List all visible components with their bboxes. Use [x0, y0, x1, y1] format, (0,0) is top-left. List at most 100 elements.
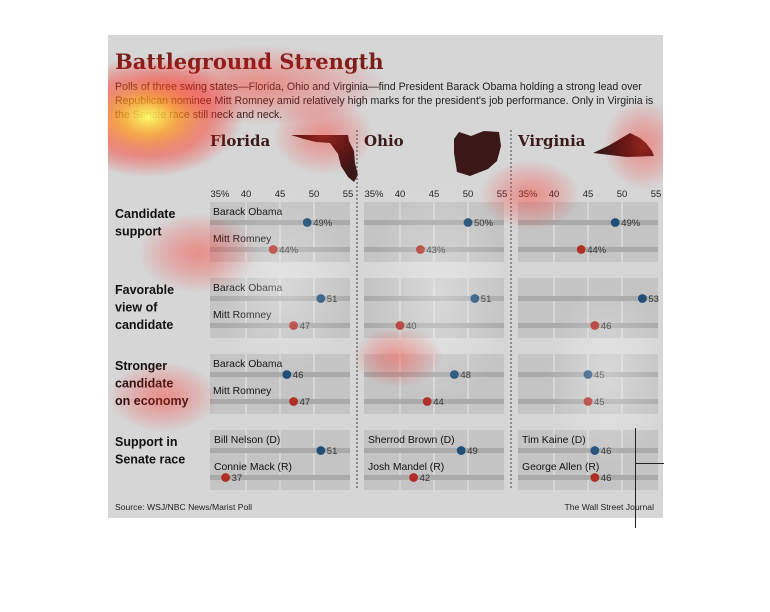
rep-dot	[422, 397, 432, 406]
tick-label: 40	[241, 189, 252, 200]
data-label: 51	[481, 294, 492, 305]
rep-dot	[590, 473, 600, 482]
rep-dot	[576, 245, 586, 254]
tick-label: 35%	[364, 189, 384, 200]
data-label: 46	[601, 321, 612, 332]
data-label: 49%	[313, 218, 333, 229]
data-label: 46	[601, 446, 612, 457]
candidate-name: Mitt Romney	[213, 386, 272, 397]
dem-dot	[583, 370, 593, 379]
dem-dot	[463, 218, 473, 227]
tick-label: 45	[429, 189, 440, 200]
row-bar	[210, 475, 350, 480]
candidate-name: Barack Obama	[213, 283, 283, 294]
candidate-name: Mitt Romney	[213, 310, 272, 321]
row-bar	[364, 323, 504, 328]
rep-dot	[289, 397, 298, 406]
data-label: 53	[648, 294, 659, 305]
data-label: 42	[420, 473, 431, 484]
data-label: 51	[327, 294, 338, 305]
state-header-florida: Florida	[210, 132, 270, 150]
rep-dot	[395, 321, 405, 330]
dem-dot	[456, 446, 466, 455]
tick-label: 50	[463, 189, 474, 200]
question-label: Candidate	[115, 207, 175, 221]
tick-label: 35%	[518, 189, 538, 200]
rep-dot	[289, 321, 298, 330]
row-bar	[364, 475, 504, 480]
dem-dot	[610, 218, 620, 227]
annotation-horizontal-line	[636, 463, 664, 464]
candidate-name: Josh Mandel (R)	[368, 462, 444, 473]
rep-dot	[409, 473, 418, 482]
annotation-vertical-line	[635, 428, 636, 528]
data-label: 49	[467, 446, 478, 457]
tick-label: 50	[617, 189, 628, 200]
dem-dot	[316, 294, 326, 303]
tick-label: 40	[395, 189, 406, 200]
data-label: 46	[601, 473, 612, 484]
data-label: 46	[293, 370, 304, 381]
row-bar	[210, 372, 350, 377]
dem-dot	[302, 218, 312, 227]
candidate-name: Sherrod Brown (D)	[368, 435, 455, 446]
question-label: on economy	[115, 394, 189, 408]
rep-dot	[221, 473, 230, 482]
question-label: Stronger	[115, 359, 167, 373]
candidate-name: Barack Obama	[213, 359, 283, 370]
row-bar	[518, 296, 658, 301]
data-label: 37	[232, 473, 243, 484]
data-label: 43%	[426, 245, 446, 256]
tick-label: 35%	[210, 189, 230, 200]
dem-dot	[316, 446, 326, 455]
rep-dot	[268, 245, 278, 254]
tick-label: 55	[343, 189, 354, 200]
infographic-panel: Battleground Strength Polls of three swi…	[108, 35, 663, 518]
tick-label: 55	[497, 189, 508, 200]
data-label: 51	[327, 446, 338, 457]
rep-dot	[416, 245, 425, 254]
tick-label: 40	[549, 189, 560, 200]
tick-label: 55	[651, 189, 662, 200]
credit-note: The Wall Street Journal	[565, 502, 655, 512]
row-bar	[210, 399, 350, 404]
question-label: candidate	[115, 318, 173, 332]
row-bar	[518, 323, 658, 328]
state-header-ohio: Ohio	[364, 132, 404, 150]
row-bar	[210, 323, 350, 328]
question-label: view of	[115, 301, 158, 315]
rep-dot	[590, 321, 600, 330]
dem-dot	[470, 294, 480, 303]
question-label: Senate race	[115, 453, 185, 467]
candidate-name: Bill Nelson (D)	[214, 435, 280, 446]
row-bar	[210, 448, 350, 453]
row-bar	[364, 372, 504, 377]
data-label: 40	[406, 321, 417, 332]
question-label: support	[115, 225, 162, 239]
rep-dot	[583, 397, 593, 406]
candidate-name: Mitt Romney	[213, 234, 272, 245]
state-map-florida	[291, 135, 358, 182]
data-label: 49%	[621, 218, 641, 229]
candidate-name: George Allen (R)	[522, 462, 599, 473]
data-label: 47	[300, 397, 311, 408]
data-label: 44%	[279, 245, 299, 256]
data-label: 50%	[474, 218, 494, 229]
dem-dot	[282, 370, 292, 379]
data-label: 44	[433, 397, 444, 408]
dem-dot	[638, 294, 647, 303]
row-bar	[518, 247, 658, 252]
row-bar	[518, 448, 658, 453]
dot-chart: Florida 35% 40 45 50 55 Ohio 35% 40 45 50 55 Virgini…	[115, 130, 662, 512]
data-label: 44%	[587, 245, 607, 256]
tick-label: 45	[275, 189, 286, 200]
state-map-virginia	[593, 133, 654, 157]
dem-dot	[450, 370, 459, 379]
question-label: Support in	[115, 435, 178, 449]
row-bar	[518, 475, 658, 480]
candidate-name: Tim Kaine (D)	[522, 435, 586, 446]
row-bar	[364, 448, 504, 453]
candidate-name: Connie Mack (R)	[214, 462, 292, 473]
tick-label: 45	[583, 189, 594, 200]
data-label: 48	[460, 370, 471, 381]
